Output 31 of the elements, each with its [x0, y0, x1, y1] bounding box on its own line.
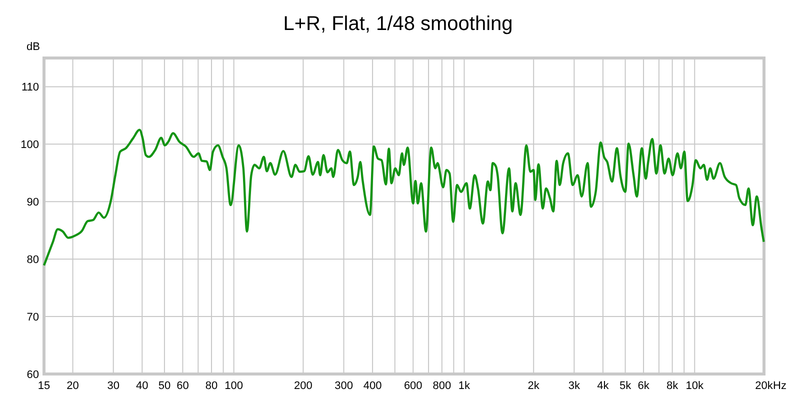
x-tick-label: 15 [38, 380, 50, 392]
x-tick-label: 800 [432, 380, 452, 392]
x-axis-title: Hz [773, 380, 786, 392]
x-tick-label: 40 [136, 380, 148, 392]
y-tick-label: 90 [26, 196, 39, 209]
y-tick-label: 110 [21, 82, 39, 94]
y-tick-label: 100 [20, 139, 39, 152]
chart-title: L+R, Flat, 1/48 smoothing [283, 13, 513, 35]
x-tick-label: 20 [66, 380, 79, 392]
x-tick-label: 3k [568, 380, 580, 392]
x-tick-label: 50 [158, 380, 171, 392]
y-tick-label: 60 [26, 369, 39, 381]
x-tick-label: 1k [458, 380, 471, 392]
x-tick-label: 400 [363, 380, 382, 392]
x-tick-label: 200 [294, 380, 312, 392]
x-tick-label: 20k [755, 380, 774, 392]
x-tick-label: 10k [686, 380, 704, 392]
x-tick-label: 6k [638, 380, 650, 392]
x-tick-label: 5k [619, 380, 632, 392]
x-tick-label: 80 [205, 380, 218, 392]
x-tick-label: 600 [404, 380, 422, 392]
y-tick-label: 80 [26, 254, 39, 266]
x-tick-label: 30 [107, 380, 120, 392]
x-tick-label: 4k [597, 380, 610, 392]
x-tick-label: 60 [176, 380, 189, 392]
x-tick-label: 2k [528, 380, 540, 392]
x-tick-label: 8k [666, 380, 679, 392]
x-tick-label: 100 [224, 380, 244, 392]
y-axis-title: dB [26, 41, 40, 53]
y-tick-label: 70 [26, 312, 39, 324]
x-tick-label: 300 [334, 380, 353, 392]
